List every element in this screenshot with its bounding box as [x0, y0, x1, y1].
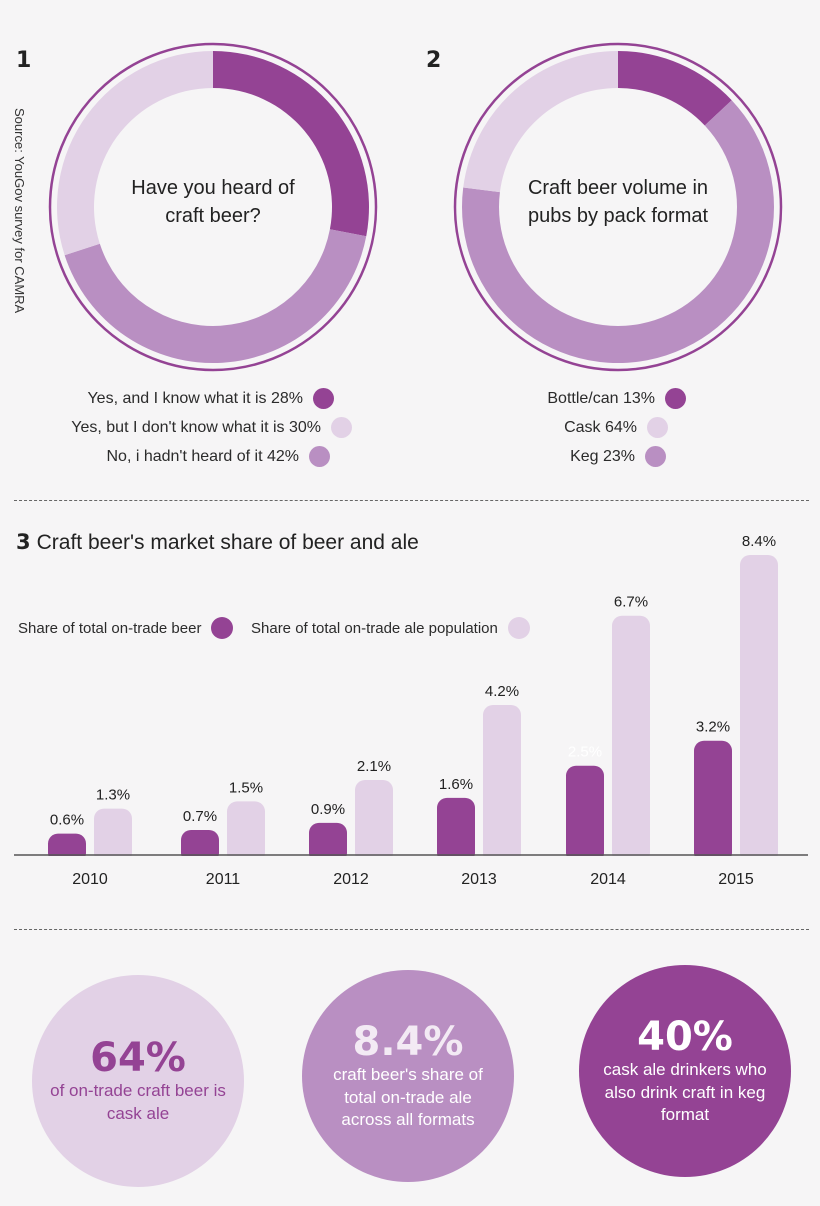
data-label: 1.6% — [439, 776, 473, 793]
legend-swatch — [313, 388, 334, 409]
data-label: 2.5% — [568, 744, 602, 761]
bar-legend-ale: Share of total on-trade ale population — [251, 617, 530, 639]
bar-beer-2013 — [437, 797, 475, 863]
legend-label: Share of total on-trade ale population — [251, 619, 498, 637]
divider-1 — [14, 500, 809, 501]
bar-chart: 0.6% 1.3% 2010 0.7% 1.5% 2011 0.9% 2.1% 2012 1.6%… — [0, 533, 820, 888]
bar-ale-2014 — [612, 615, 650, 863]
legend-item: Cask 64% — [400, 417, 668, 438]
stat-circle-cask: 64% of on-trade craft beer is cask ale — [32, 975, 244, 1187]
bar-ale-2015 — [740, 555, 778, 863]
data-label: 4.2% — [485, 683, 519, 700]
bar-beer-2014 — [566, 765, 604, 863]
x-tick-label: 2012 — [333, 871, 369, 888]
x-tick-label: 2010 — [72, 871, 108, 888]
data-label: 1.5% — [229, 779, 263, 796]
bar-legend-beer: Share of total on-trade beer — [18, 617, 234, 639]
bar-chart-title-text: Craft beer's market share of beer and al… — [36, 531, 419, 554]
stat-value: 64% — [90, 1035, 186, 1082]
legend-swatch — [309, 446, 330, 467]
data-label: 3.2% — [696, 719, 730, 736]
source-note: Source: YouGov survey for CAMRA — [12, 108, 27, 314]
data-label: 1.3% — [96, 787, 130, 804]
stat-circle-share: 8.4% craft beer's share of total on-trad… — [302, 970, 514, 1182]
donut-slice — [64, 229, 367, 364]
legend-swatch — [331, 417, 352, 438]
legend-label: Yes, but I don't know what it is 30% — [71, 418, 321, 436]
stat-circle-keg: 40% cask ale drinkers who also drink cra… — [579, 965, 791, 1177]
legend-swatch — [507, 617, 530, 639]
donut-slice — [56, 51, 214, 256]
chart-2-number: 2 — [426, 48, 442, 73]
x-tick-label: 2014 — [590, 871, 626, 888]
data-label: 6.7% — [614, 594, 648, 611]
legend-swatch — [647, 417, 668, 438]
chart-3-number: 3 — [16, 530, 31, 554]
stat-text: craft beer's share of total on-trade ale… — [333, 1064, 483, 1130]
legend-label: Cask 64% — [564, 418, 637, 436]
data-label: 0.6% — [50, 812, 84, 829]
donut-slice — [618, 51, 732, 126]
donut-chart-1: Have you heard of craft beer? — [48, 42, 378, 372]
bar-ale-2011 — [227, 801, 265, 863]
legend-label: Bottle/can 13% — [547, 389, 655, 407]
legend-label: Share of total on-trade beer — [18, 619, 202, 637]
stat-text: cask ale drinkers who also drink craft i… — [603, 1059, 767, 1125]
bar-ale-2012 — [355, 780, 393, 863]
x-tick-label: 2013 — [461, 871, 497, 888]
data-label: 8.4% — [742, 533, 776, 550]
legend-label: Keg 23% — [570, 447, 635, 465]
legend-swatch — [665, 388, 686, 409]
bar-beer-2015 — [694, 740, 732, 863]
bar-ale-2013 — [483, 705, 521, 863]
bar-ale-2010 — [94, 808, 132, 863]
donut-1-title-line-2: craft beer? — [165, 205, 261, 227]
stat-value: 8.4% — [352, 1018, 464, 1065]
x-tick-label: 2011 — [206, 871, 241, 888]
donut-slice — [463, 51, 618, 193]
legend-swatch — [211, 617, 234, 639]
legend-item: Bottle/can 13% — [400, 388, 686, 409]
donut-slice — [462, 100, 774, 364]
stat-text: of on-trade craft beer is cask ale — [50, 1081, 226, 1123]
legend-item: Yes, and I know what it is 28% — [0, 388, 334, 409]
donut-slice — [213, 51, 370, 237]
bar-beer-2012 — [309, 822, 347, 863]
donut-1-title-line-1: Have you heard of — [131, 177, 295, 199]
data-label: 2.1% — [357, 758, 391, 775]
bar-chart-title: 3 Craft beer's market share of beer and a… — [16, 530, 419, 555]
data-label: 0.9% — [311, 801, 345, 818]
axis-mask — [0, 856, 820, 866]
legend-label: No, i hadn't heard of it 42% — [106, 447, 299, 465]
donut-2-title-line-2: pubs by pack format — [528, 205, 709, 227]
legend-item: Keg 23% — [400, 446, 666, 467]
chart-1-number: 1 — [16, 48, 32, 73]
legend-label: Yes, and I know what it is 28% — [87, 389, 303, 407]
divider-2 — [14, 929, 809, 930]
legend-item: No, i hadn't heard of it 42% — [0, 446, 330, 467]
legend-swatch — [645, 446, 666, 467]
donut-2-title-line-1: Craft beer volume in — [528, 177, 708, 199]
legend-item: Yes, but I don't know what it is 30% — [0, 417, 352, 438]
stat-value: 40% — [637, 1013, 733, 1060]
donut-chart-2: Craft beer volume in pubs by pack format — [453, 42, 783, 372]
x-tick-label: 2015 — [718, 871, 754, 888]
data-label: 0.7% — [183, 808, 217, 825]
